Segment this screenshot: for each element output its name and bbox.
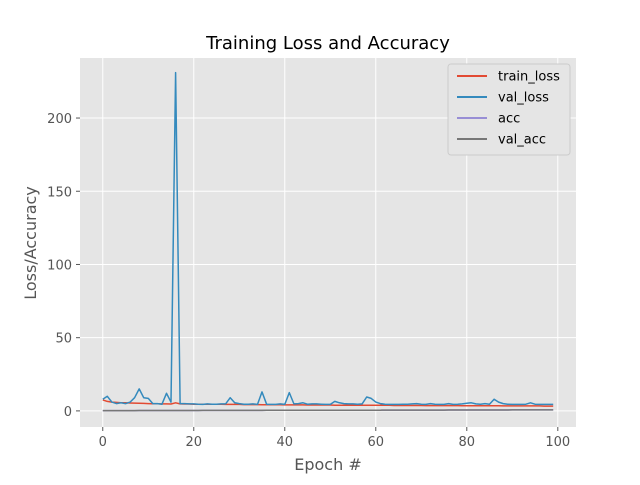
series-lines — [102, 71, 554, 412]
chart-title: Training Loss and Accuracy — [205, 33, 450, 54]
series-line-val_loss — [102, 71, 554, 406]
legend-label-train_loss: train_loss — [498, 70, 560, 85]
y-tick-label: 150 — [47, 185, 72, 200]
y-ticks: 0 50 100 150 200 — [47, 112, 80, 420]
x-tick-label: 40 — [276, 435, 293, 450]
y-tick-label: 100 — [47, 258, 72, 273]
x-ticks: 0 20 40 60 80 100 — [99, 427, 570, 450]
y-tick-label: 50 — [55, 332, 72, 347]
x-axis-label: Epoch # — [294, 455, 361, 474]
x-tick-label: 0 — [99, 435, 107, 450]
legend-label-val_loss: val_loss — [498, 91, 549, 106]
x-tick-label: 60 — [368, 435, 385, 450]
x-tick-label: 20 — [185, 435, 202, 450]
legend-label-acc: acc — [498, 112, 520, 127]
x-tick-label: 80 — [459, 435, 476, 450]
legend-box — [447, 63, 571, 156]
legend-label-val_acc: val_acc — [498, 133, 546, 148]
y-axis-label: Loss/Accuracy — [21, 186, 40, 300]
y-tick-label: 200 — [47, 112, 72, 127]
series-line-val_acc — [102, 409, 554, 412]
y-tick-label: 0 — [64, 405, 72, 420]
x-tick-label: 100 — [545, 435, 570, 450]
